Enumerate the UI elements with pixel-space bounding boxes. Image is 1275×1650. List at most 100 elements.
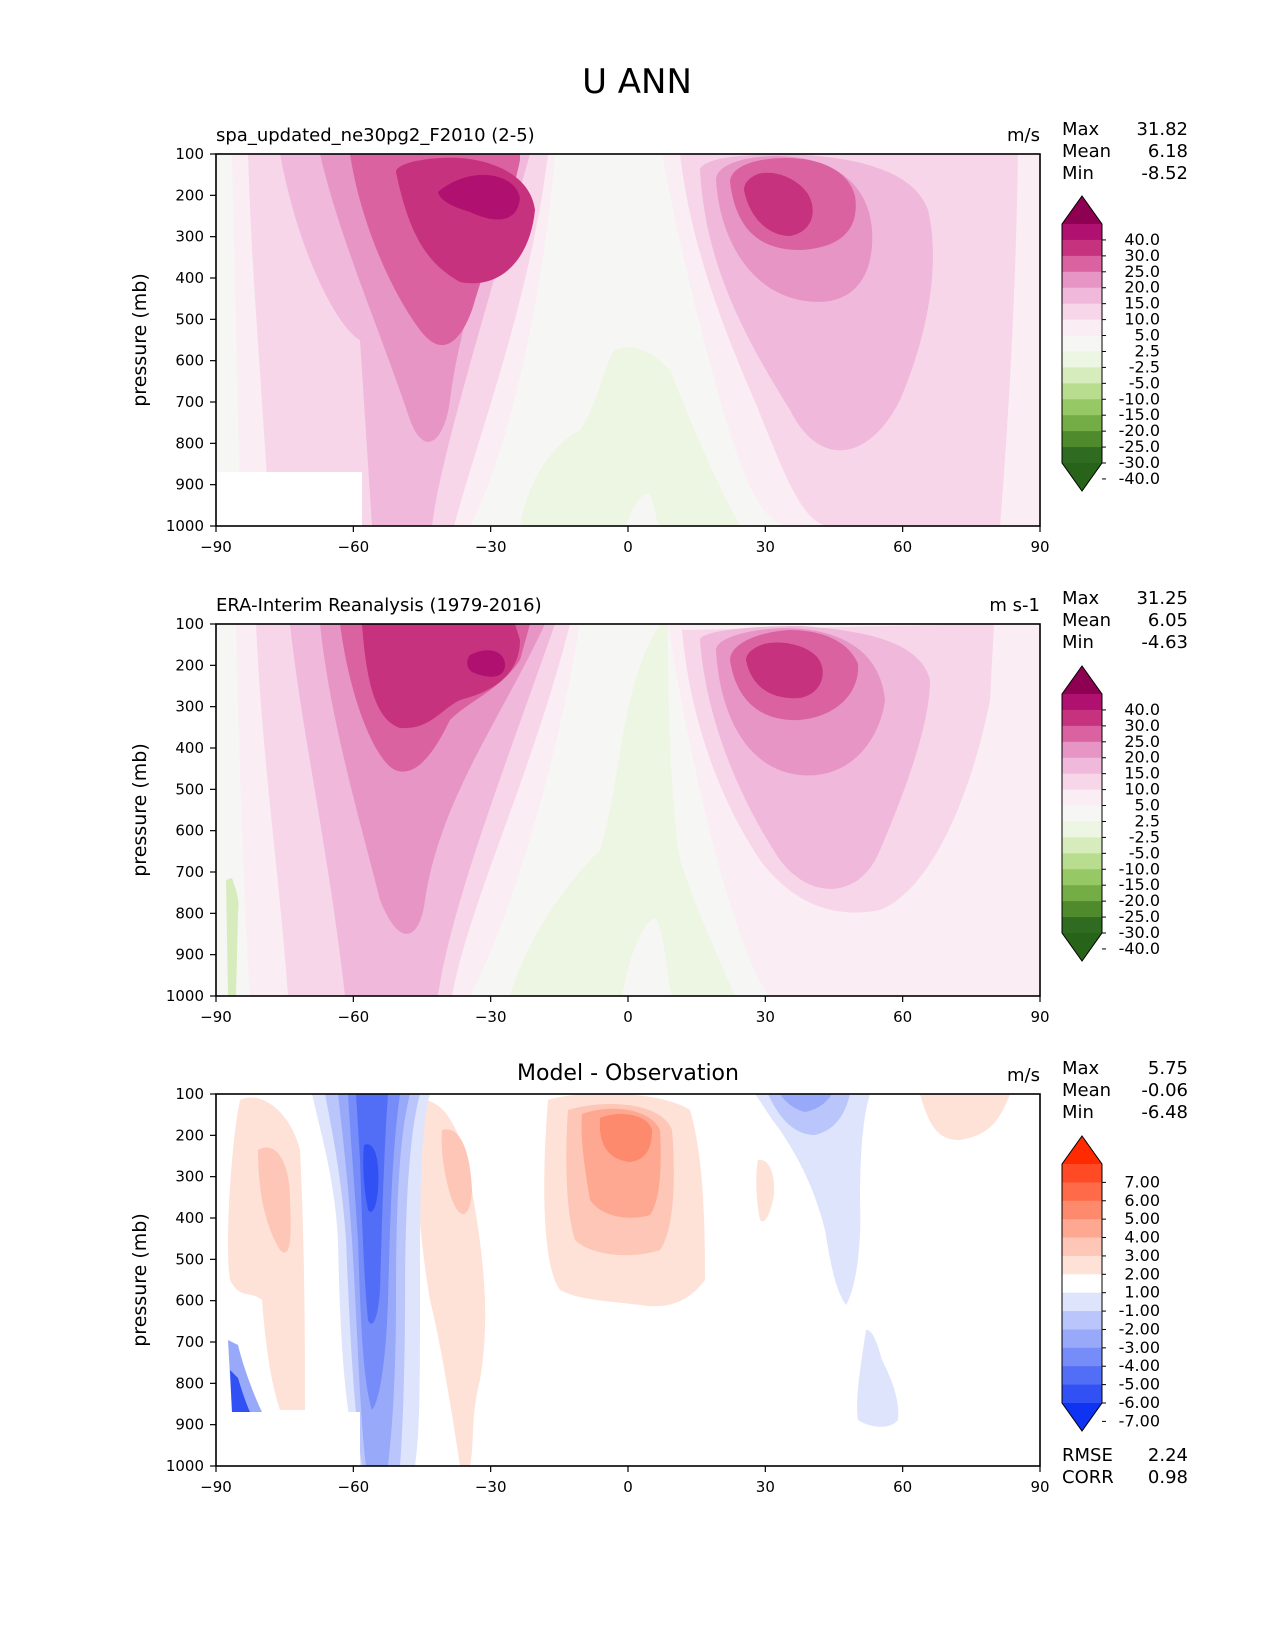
panel-test-title: spa_updated_ne30pg2_F2010 (2-5) [216,125,535,146]
panel-reference-units: m s-1 [989,595,1040,616]
colorbar-swatch [1062,447,1102,464]
colorbar-level-label: 15.0 [1124,764,1160,783]
colorbar-swatch [1062,431,1102,448]
xtick-label: 30 [756,538,775,556]
colorbar-level-label: 5.0 [1135,326,1160,345]
colorbar-extend-top [1062,196,1102,224]
xtick-label: 60 [893,1008,912,1026]
ytick-label: 1000 [166,1457,204,1475]
panel-reference-stats: Max 31.25 Mean 6.05 Min -4.63 [1062,588,1188,653]
ytick-label: 300 [175,228,204,246]
colorbar-swatch [1062,1384,1102,1404]
neg-anom-antarctic-core [230,1370,250,1412]
nh-jet-25 [746,642,823,699]
ytick-label: 200 [175,1126,204,1144]
colorbar-extend-bottom [1062,933,1102,961]
ytick-label: 500 [175,1250,204,1268]
figure-title: U ANN [582,62,692,102]
colorbar-swatch [1062,1311,1102,1331]
stat-mean-value: -0.06 [1141,1080,1188,1101]
colorbar-level-label: -25.0 [1119,437,1160,456]
colorbar-swatch [1062,1347,1102,1367]
ytick-label: 900 [175,476,204,494]
stat-max-value: 5.75 [1148,1058,1188,1079]
xtick-label: −90 [200,1008,232,1026]
xtick-label: 60 [893,538,912,556]
colorbar-swatch [1062,1237,1102,1257]
xtick-label: 60 [893,1478,912,1496]
colorbar-swatch [1062,224,1102,241]
colorbar-swatch [1062,789,1102,807]
colorbar-level-label: -30.0 [1119,923,1160,942]
colorbar-swatch [1062,1366,1102,1386]
panel-difference-colorbar: 7.006.005.004.003.002.001.00-1.00-2.00-3… [1061,1135,1160,1432]
colorbar-level-label: 40.0 [1124,230,1160,249]
stat-max-value: 31.25 [1136,588,1188,609]
panel-reference-plot [215,623,1041,997]
xtick-label: −30 [475,1478,507,1496]
ytick-label: 300 [175,1168,204,1186]
stat-mean-value: 6.05 [1148,610,1188,631]
xtick-label: −60 [338,538,370,556]
sh-jet-30 [467,650,505,677]
ytick-label: 1000 [166,987,204,1005]
sh-jet-30 [438,174,520,220]
colorbar-swatch [1062,837,1102,854]
colorbar-swatch [1062,901,1102,918]
xtick-label: −90 [200,1478,232,1496]
colorbar-level-label: -5.0 [1129,373,1160,392]
neg-anom-sh-6 [363,1144,379,1212]
colorbar-level-label: 5.0 [1135,796,1160,815]
stat-rmse-value: 2.24 [1148,1445,1188,1466]
colorbar-level-label: -15.0 [1119,875,1160,894]
colorbar-level-label: -2.5 [1129,827,1160,846]
ytick-label: 100 [175,145,204,163]
ytick-label: 500 [175,310,204,328]
colorbar-level-label: 6.00 [1124,1191,1160,1210]
ytick-label: 800 [175,434,204,452]
ytick-label: 800 [175,1374,204,1392]
panel-reference-colorbar: 40.030.025.020.015.010.05.02.5-2.5-5.0-1… [1061,665,1160,962]
stat-min-value: -6.48 [1141,1102,1188,1123]
colorbar-level-label: -25.0 [1119,907,1160,926]
colorbar-swatch [1062,694,1102,711]
colorbar-swatch [1062,303,1102,321]
colorbar-level-label: -5.00 [1119,1375,1160,1394]
xtick-label: 0 [623,1008,633,1026]
colorbar-swatch [1062,725,1102,743]
colorbar-swatch [1062,773,1102,791]
colorbar-swatch [1062,885,1102,902]
stat-mean-label: Mean [1062,1080,1111,1101]
colorbar-swatch [1062,399,1102,416]
colorbar-swatch [1062,239,1102,257]
colorbar-swatch [1062,821,1102,838]
ytick-label: 200 [175,656,204,674]
nh-jet-25 [744,172,813,236]
xtick-label: 90 [1030,538,1049,556]
ytick-label: 700 [175,863,204,881]
stat-rmse-label: RMSE [1062,1445,1113,1466]
panel-difference-title: Model - Observation [517,1061,739,1086]
stat-min-label: Min [1062,632,1094,653]
xtick-label: 0 [623,538,633,556]
pos-anom-sh-highlat-core [258,1147,291,1253]
xtick-label: −30 [475,538,507,556]
xtick-label: 90 [1030,1008,1049,1026]
panel-reference-ylabel: pressure (mb) [129,743,151,877]
colorbar-level-label: -20.0 [1119,891,1160,910]
tropical-easterlies [510,624,735,996]
colorbar-level-label: 10.0 [1124,310,1160,329]
ytick-label: 900 [175,1416,204,1434]
panel-reference-xaxis: −90 −60 −30 0 30 60 90 [200,996,1050,1026]
tropical-gap [626,493,660,526]
colorbar-swatch [1062,287,1102,305]
stat-max-label: Max [1062,588,1100,609]
ytick-label: 400 [175,1209,204,1227]
ytick-label: 900 [175,946,204,964]
colorbar-extend-top [1062,666,1102,694]
colorbar-swatch [1062,367,1102,384]
colorbar-swatch [1062,415,1102,432]
colorbar-level-label: 3.00 [1124,1246,1160,1265]
tropical-easterlies [520,347,740,526]
